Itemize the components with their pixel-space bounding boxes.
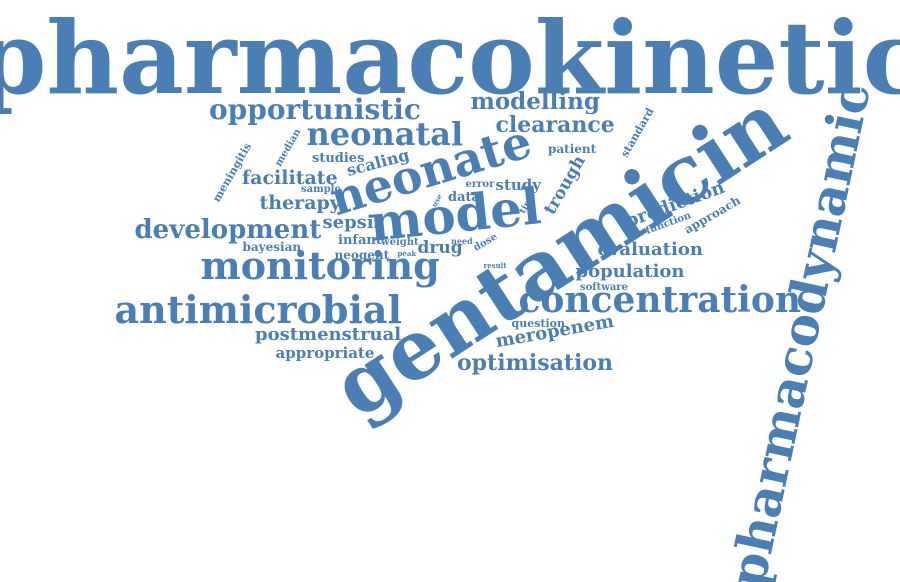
word-result: result [483,260,507,270]
word-study: study [495,175,541,194]
word-bayesian: bayesian [242,240,302,254]
word-need: need [451,236,473,246]
word-clearance: clearance [495,112,615,138]
word-drug: drug [417,237,463,258]
word-facilitate: facilitate [242,166,338,189]
word-question: question [511,316,565,330]
word-median: median [272,127,303,169]
word-software: software [580,282,628,293]
word-postmenstrual: postmenstrual [255,324,402,345]
word-neonatal: neonatal [306,115,464,153]
word-therapy: therapy [259,191,341,214]
word-opportunistic: opportunistic [209,93,421,126]
word-sepsis: sepsis [322,212,384,233]
word-peak: peak [397,248,417,258]
word-concentration: concentration [518,279,802,321]
word-development: development [134,215,322,245]
word-optimisation: optimisation [457,350,614,376]
word-neogent: neogent [334,248,390,262]
word-appropriate: appropriate [275,343,375,362]
word-data: data [448,189,480,205]
word-patient: patient [548,142,597,156]
word-population: population [575,261,685,282]
word-weight: weight [381,237,419,248]
word-monitoring: monitoring [200,243,440,288]
word-infant: infant [338,232,382,248]
word-error: error [465,179,495,190]
word-antimicrobial: antimicrobial [114,287,402,332]
word-modelling: modelling [470,87,600,115]
word-sample: sample [301,184,341,195]
word-studies: studies [312,150,365,166]
word-evaluation: evaluation [597,239,703,260]
word-pharmacokinetic: pharmacokinetic [0,0,900,117]
